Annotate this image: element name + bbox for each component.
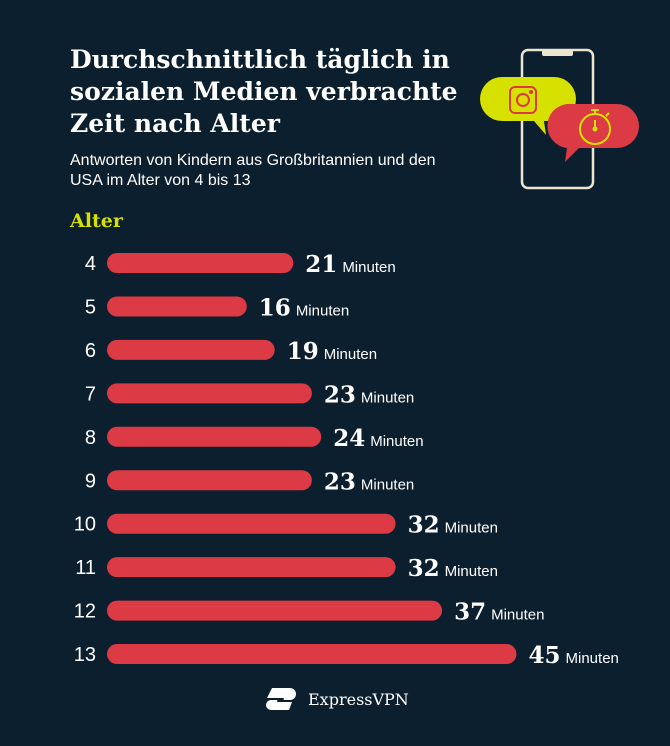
- bar: [107, 426, 322, 447]
- category-label: 13: [74, 644, 96, 666]
- y-axis-label: Alter: [70, 210, 123, 232]
- bar: [107, 644, 517, 665]
- bar: [107, 383, 312, 404]
- stopwatch-icon: [579, 109, 611, 145]
- value-label: 37 Minuten: [454, 599, 544, 626]
- bar: [107, 296, 247, 317]
- value-label: 23 Minuten: [324, 468, 414, 495]
- bar: [107, 253, 294, 273]
- chart-title: Durchschnittlich täglich in sozialen Med…: [70, 45, 458, 138]
- category-label: 11: [75, 557, 96, 579]
- expressvpn-logo-icon: [266, 688, 296, 710]
- value-label: 23 Minuten: [324, 381, 414, 408]
- bar: [107, 339, 275, 360]
- category-label: 10: [74, 514, 96, 536]
- chart-subtitle: Antworten von Kindern aus Großbritannien…: [70, 152, 436, 189]
- value-label: 19 Minuten: [287, 338, 377, 365]
- category-label: 9: [85, 470, 96, 492]
- bar: [107, 600, 443, 621]
- bar: [107, 470, 312, 491]
- value-label: 32 Minuten: [408, 555, 498, 582]
- category-label: 6: [85, 340, 96, 362]
- category-label: 4: [85, 253, 96, 275]
- value-label: 21 Minuten: [305, 251, 395, 278]
- value-label: 24 Minuten: [333, 425, 423, 452]
- value-label: 45 Minuten: [529, 642, 619, 669]
- instagram-icon: [509, 86, 537, 114]
- expressvpn-logo: ExpressVPN: [264, 686, 409, 712]
- brand-name: ExpressVPN: [308, 689, 409, 709]
- bar: [107, 513, 396, 534]
- category-label: 5: [85, 296, 96, 318]
- category-label: 7: [85, 383, 96, 405]
- bar: [107, 557, 396, 578]
- phone-chat-illustration: [480, 48, 639, 190]
- value-label: 16 Minuten: [259, 294, 349, 321]
- category-label: 8: [85, 427, 96, 449]
- category-label: 12: [74, 601, 96, 623]
- value-label: 32 Minuten: [408, 512, 498, 539]
